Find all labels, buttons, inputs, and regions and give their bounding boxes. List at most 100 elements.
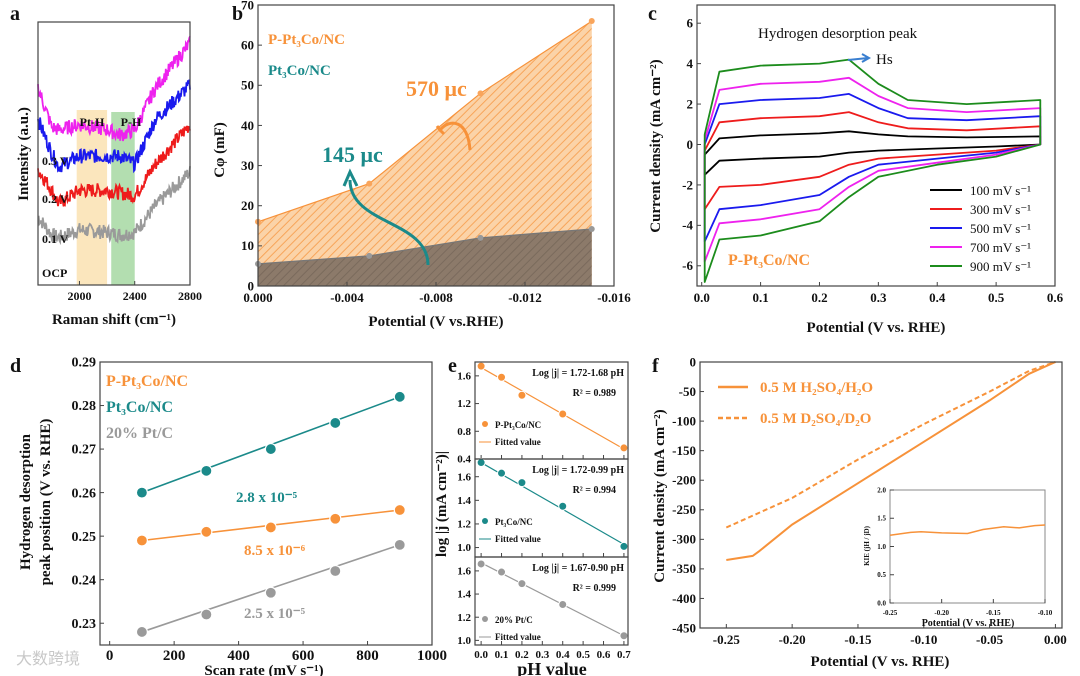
b-xtick-label: -0.012 bbox=[508, 290, 542, 305]
b-annotation-570: 570 μc bbox=[406, 76, 467, 101]
e0-ytick-label: 0.4 bbox=[457, 454, 471, 466]
e-point-2 bbox=[619, 631, 629, 641]
plot-layer: 2000 2400 2800 0.000 -0.004 -0.008 -0.012 -0.01… bbox=[37, 0, 1067, 664]
e-xlabel: pH value bbox=[517, 659, 587, 676]
a-series-OCP bbox=[37, 166, 191, 246]
e-point-1 bbox=[619, 541, 629, 551]
e-point-0 bbox=[619, 443, 629, 453]
d-xtick-label: 600 bbox=[292, 648, 315, 664]
e-xtick-label: 0.6 bbox=[597, 649, 611, 661]
e-legend-marker-1 bbox=[482, 518, 488, 524]
b-ytick-label: 50 bbox=[241, 78, 254, 93]
b-ylabel: Cφ (mF) bbox=[212, 122, 228, 178]
d-point bbox=[264, 521, 277, 534]
e-point-2 bbox=[517, 579, 527, 589]
f-xtick-label: -0.20 bbox=[779, 632, 806, 647]
b-legend-p-pt3co: P-Pt₃Co/NC bbox=[268, 32, 345, 48]
e-r2-2: R² = 0.999 bbox=[573, 583, 616, 594]
b-ytick-label: 70 bbox=[241, 0, 254, 12]
e-xtick-label: 0.4 bbox=[556, 649, 570, 661]
d-slope-p-pt3co: 8.5 x 10⁻⁶ bbox=[244, 543, 306, 559]
b-line-1 bbox=[257, 228, 592, 265]
e-point-0 bbox=[558, 409, 568, 419]
c-xtick-label: 0.0 bbox=[694, 290, 710, 305]
c-peak-label: Hs bbox=[876, 52, 893, 68]
b-ytick-label: 20 bbox=[241, 198, 254, 213]
f-ytick-label: -50 bbox=[679, 384, 696, 399]
e-fit-line-1 bbox=[480, 462, 625, 545]
inset-xtick-label: -0.15 bbox=[986, 609, 1001, 617]
e2-ytick-label: 1.0 bbox=[457, 635, 471, 647]
b-point bbox=[366, 252, 373, 259]
e-legend-fit-1: Fitted value bbox=[495, 534, 541, 544]
c-legend-label: 300 mV s⁻¹ bbox=[970, 202, 1031, 217]
d-xlabel: Scan rate (mV s⁻¹) bbox=[204, 663, 323, 676]
inset-xtick-label: -0.20 bbox=[934, 609, 949, 617]
panel-label-c: c bbox=[648, 3, 657, 25]
b-legend-pt3co: Pt₃Co/NC bbox=[268, 63, 331, 79]
f-legend-h2so4: 0.5 M H₂SO₄/H₂O bbox=[760, 380, 873, 396]
a-band-pth: Pt-H bbox=[80, 115, 105, 129]
e-xtick-label: 0.0 bbox=[474, 649, 488, 661]
d-point bbox=[393, 503, 406, 517]
b-xlabel: Potential (V vs.RHE) bbox=[368, 314, 503, 330]
e-point-2 bbox=[476, 559, 486, 569]
c-frame bbox=[696, 4, 1056, 287]
c-xtick-label: 0.6 bbox=[1047, 290, 1064, 305]
panel-label-d: d bbox=[10, 355, 21, 377]
e-legend-fit-2: Fitted value bbox=[495, 632, 541, 642]
e2-frame bbox=[474, 556, 629, 646]
f-ytick-label: -150 bbox=[672, 443, 696, 458]
e1-ytick-label: 1.2 bbox=[457, 519, 471, 531]
d-point bbox=[135, 534, 149, 547]
e-r2-1: R² = 0.994 bbox=[573, 485, 616, 496]
b-arrow-teal bbox=[342, 168, 430, 266]
a-label-ocp: OCP bbox=[42, 266, 67, 280]
e-equation-0: Log |j| = 1.72-1.68 pH bbox=[532, 368, 624, 379]
c-xtick-label: 0.4 bbox=[929, 290, 946, 305]
b-area-1 bbox=[258, 229, 592, 286]
e0-ytick-label: 0.8 bbox=[457, 426, 471, 438]
c-ytick-label: 2 bbox=[687, 96, 694, 111]
e-ylabel: log |j (mA cm⁻²)| bbox=[434, 451, 450, 557]
b-ytick-label: 60 bbox=[241, 37, 254, 52]
d-ytick-label: 0.25 bbox=[72, 530, 97, 545]
b-area-0 bbox=[258, 21, 592, 286]
d-point bbox=[329, 512, 342, 525]
f-xtick-label: -0.10 bbox=[910, 632, 937, 647]
e-point-0 bbox=[497, 372, 507, 382]
c-ytick-label: 6 bbox=[687, 16, 694, 31]
f-ytick-label: -350 bbox=[672, 561, 696, 576]
e-point-1 bbox=[497, 468, 507, 478]
e1-ytick-label: 1.4 bbox=[457, 495, 471, 507]
e-xtick-label: 0.3 bbox=[535, 649, 549, 661]
e-xtick-label: 0.7 bbox=[617, 649, 631, 661]
c-ytick-label: 0 bbox=[687, 137, 694, 152]
a-series-0.3V bbox=[37, 36, 191, 142]
a-band-ph: P-H bbox=[121, 115, 142, 129]
e-legend-marker-0 bbox=[482, 421, 488, 427]
inset-xtick-label: -0.25 bbox=[883, 609, 898, 617]
c-ytick-label: 4 bbox=[687, 56, 694, 71]
d-xtick-label: 400 bbox=[227, 648, 250, 664]
e-xtick-label: 0.1 bbox=[495, 649, 509, 661]
e2-ytick-label: 1.6 bbox=[457, 566, 471, 578]
d-point bbox=[264, 586, 277, 599]
c-ylabel: Current density (mA cm⁻²) bbox=[648, 59, 664, 232]
d-point bbox=[200, 525, 213, 538]
e2-ytick-label: 1.2 bbox=[457, 612, 471, 624]
f-ytick-label: 0 bbox=[690, 354, 697, 369]
f-ytick-label: -300 bbox=[672, 532, 696, 547]
e1-ytick-label: 1.6 bbox=[457, 471, 471, 483]
f-series-dashed bbox=[725, 361, 1056, 529]
f-series-solid bbox=[726, 361, 1056, 561]
e-equation-1: Log |j| = 1.72-0.99 pH bbox=[532, 465, 624, 476]
b-point bbox=[588, 225, 595, 232]
inset-ytick-label: 2.0 bbox=[877, 486, 886, 494]
e-point-0 bbox=[476, 361, 486, 371]
d-point bbox=[393, 390, 406, 403]
inset-ytick-label: 1.5 bbox=[877, 515, 886, 523]
b-point bbox=[477, 90, 484, 97]
d-point bbox=[135, 486, 149, 499]
panel-label-e: e bbox=[448, 355, 457, 377]
